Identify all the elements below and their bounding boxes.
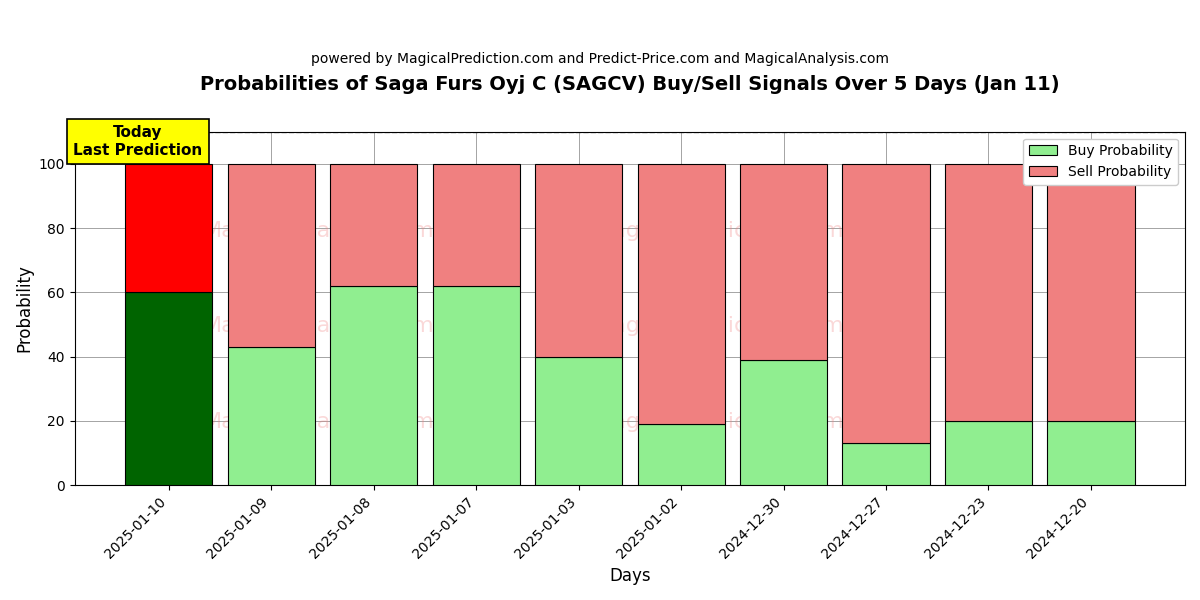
- Legend: Buy Probability, Sell Probability: Buy Probability, Sell Probability: [1024, 139, 1178, 185]
- Bar: [740, 360, 827, 485]
- Bar: [535, 356, 622, 485]
- Text: MagicalPrediction.com: MagicalPrediction.com: [594, 412, 844, 431]
- Text: MagicalAnalysis.com: MagicalAnalysis.com: [203, 316, 434, 336]
- Bar: [740, 164, 827, 360]
- Text: MagicalAnalysis.com: MagicalAnalysis.com: [203, 221, 434, 241]
- Bar: [125, 292, 212, 485]
- Bar: [330, 164, 418, 286]
- Bar: [637, 424, 725, 485]
- Bar: [228, 164, 314, 347]
- Text: MagicalAnalysis.com: MagicalAnalysis.com: [203, 412, 434, 431]
- Text: Today
Last Prediction: Today Last Prediction: [73, 125, 203, 158]
- X-axis label: Days: Days: [610, 567, 650, 585]
- Bar: [432, 286, 520, 485]
- Text: powered by MagicalPrediction.com and Predict-Price.com and MagicalAnalysis.com: powered by MagicalPrediction.com and Pre…: [311, 52, 889, 66]
- Bar: [637, 164, 725, 424]
- Bar: [535, 164, 622, 356]
- Bar: [1048, 164, 1134, 421]
- Bar: [228, 347, 314, 485]
- Bar: [842, 164, 930, 443]
- Bar: [432, 164, 520, 286]
- Title: Probabilities of Saga Furs Oyj C (SAGCV) Buy/Sell Signals Over 5 Days (Jan 11): Probabilities of Saga Furs Oyj C (SAGCV)…: [200, 75, 1060, 94]
- Text: MagicalPrediction.com: MagicalPrediction.com: [594, 221, 844, 241]
- Bar: [1048, 421, 1134, 485]
- Bar: [944, 421, 1032, 485]
- Text: MagicalPrediction.com: MagicalPrediction.com: [594, 316, 844, 336]
- Bar: [125, 164, 212, 292]
- Bar: [944, 164, 1032, 421]
- Bar: [842, 443, 930, 485]
- Bar: [330, 286, 418, 485]
- Y-axis label: Probability: Probability: [16, 265, 34, 352]
